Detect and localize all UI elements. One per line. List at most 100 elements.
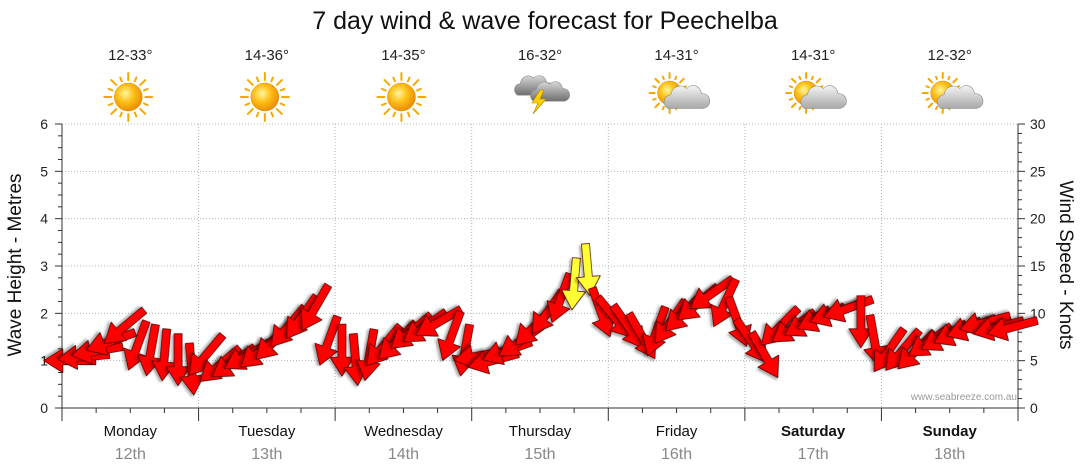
wind-arrow <box>314 314 342 366</box>
sun-ray <box>139 79 147 86</box>
sun-ray <box>119 76 123 83</box>
day-date-label: 13th <box>251 446 282 463</box>
sun-ray <box>674 75 678 81</box>
sun-ray <box>947 75 951 81</box>
tick-label-left: 4 <box>40 211 48 227</box>
day-name-label: Sunday <box>923 423 978 440</box>
cloud-shape <box>800 85 847 109</box>
sun-ray <box>110 79 118 86</box>
wind-arrow <box>300 282 333 331</box>
tick-label-right: 5 <box>1030 353 1038 369</box>
wind-arrow-shape <box>103 306 148 344</box>
sun-ray <box>412 79 420 86</box>
wind-arrow-shape <box>747 330 780 378</box>
sun-ray <box>661 105 665 111</box>
sun-ray <box>406 111 411 118</box>
wind-arrow-shape <box>848 295 874 349</box>
sun-ray <box>255 111 260 118</box>
sun-ray <box>383 79 391 86</box>
wind-arrow <box>437 309 465 361</box>
sun-ray <box>791 77 797 84</box>
tick-label-right: 0 <box>1030 400 1038 416</box>
sun-ray <box>654 77 660 84</box>
tick-label-right: 30 <box>1030 116 1046 132</box>
sun-ray <box>392 111 396 118</box>
temperature-label: 14-31° <box>654 47 698 64</box>
weather-partly-cloudy-icon <box>921 72 984 114</box>
weather-storm-icon <box>514 75 570 115</box>
weather-row: 12-33° 14-36° 14-35° 16-32° 14-31° 14-31° 12-3… <box>103 47 984 122</box>
sun-ray <box>244 87 251 92</box>
sun-ray <box>270 76 274 83</box>
sun-ray <box>412 108 420 115</box>
sun-ray <box>652 97 657 101</box>
sun-disc <box>114 82 143 112</box>
sun-ray <box>244 102 251 107</box>
temperature-label: 12-33° <box>108 47 152 64</box>
weather-sunny-icon <box>239 72 290 122</box>
axes: 0123456051015202530 <box>40 116 1046 421</box>
day-date-label: 15th <box>524 446 555 463</box>
y-axis-left-label: Wave Height - Metres <box>5 173 26 356</box>
sun-ray <box>139 108 147 115</box>
day-date-label: 12th <box>115 446 146 463</box>
sun-ray <box>246 79 254 86</box>
chart-title: 7 day wind & wave forecast for Peechelba <box>312 7 778 35</box>
sun-ray <box>925 85 930 89</box>
wind-arrow-shape <box>575 243 601 297</box>
sun-ray <box>798 105 802 111</box>
wind-arrow <box>986 316 1039 342</box>
wind-arrow-shape <box>986 316 1039 342</box>
sun-ray <box>279 102 286 107</box>
day-name-label: Friday <box>656 423 698 440</box>
wind-arrow <box>546 271 574 323</box>
gridlines <box>62 123 1018 408</box>
sun-disc <box>250 82 280 112</box>
wind-arrow-shape <box>546 271 574 323</box>
sun-ray <box>679 77 685 84</box>
sun-ray <box>246 108 254 115</box>
sun-ray <box>416 102 422 107</box>
day-name-label: Saturday <box>781 423 846 440</box>
wind-arrows <box>43 243 1039 396</box>
tick-label-left: 6 <box>40 116 48 132</box>
wind-arrow <box>165 333 191 387</box>
wind-arrow-shape <box>300 282 333 331</box>
sun-ray <box>925 97 930 101</box>
sun-ray <box>934 75 938 81</box>
sun-ray <box>279 87 286 92</box>
tick-label-right: 15 <box>1030 258 1046 274</box>
sun-ray <box>810 75 814 81</box>
sun-ray <box>927 77 934 84</box>
sun-ray <box>798 75 802 81</box>
temperature-label: 12-32° <box>928 47 972 64</box>
lightning-bolt <box>531 89 547 115</box>
wind-arrow <box>575 243 601 297</box>
wind-arrow-shape <box>165 333 191 387</box>
sun-ray <box>416 87 422 92</box>
wind-arrow-shape <box>314 314 342 366</box>
weather-partly-cloudy-icon <box>785 72 847 114</box>
wind-arrow <box>415 305 464 337</box>
day-name-label: Tuesday <box>238 423 295 440</box>
sun-ray <box>654 102 660 109</box>
watermark: www.seabreeze.com.au <box>910 392 1017 403</box>
day-name-label: Wednesday <box>364 423 443 440</box>
day-date-label: 14th <box>388 446 419 463</box>
sun-ray <box>952 77 958 84</box>
wind-arrow <box>689 275 736 310</box>
tick-label-left: 2 <box>40 305 48 321</box>
sun-ray <box>133 111 138 118</box>
sun-ray <box>270 111 274 118</box>
day-name-label: Monday <box>104 423 158 440</box>
day-date-label: 18th <box>934 446 965 463</box>
sun-ray <box>392 76 396 83</box>
tick-label-left: 0 <box>40 400 48 416</box>
temperature-label: 14-36° <box>245 47 289 64</box>
day-name-label: Thursday <box>509 423 572 440</box>
sun-ray <box>788 97 794 101</box>
cloud-shape <box>663 85 711 109</box>
wind-arrow <box>561 257 586 311</box>
sun-ray <box>788 85 794 89</box>
